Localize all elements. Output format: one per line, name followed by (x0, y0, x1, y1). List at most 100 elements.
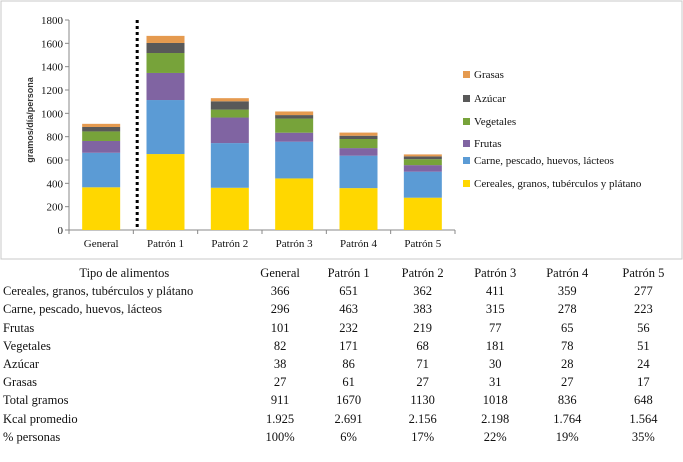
table-header-cell: Patrón 1 (327, 266, 370, 281)
y-tick-label: 800 (47, 132, 64, 144)
table-cell: 911 (270, 393, 290, 408)
row-label: Grasas (3, 375, 38, 390)
y-tick-label: 400 (47, 178, 64, 190)
legend-swatch (463, 95, 470, 102)
y-tick-label: 200 (47, 202, 64, 214)
y-tick-label: 1400 (41, 62, 64, 74)
row-label: Cereales, granos, tubérculos y plátano (3, 284, 194, 299)
table-cell: 366 (270, 284, 290, 299)
table-cell: 17 (637, 375, 650, 390)
bar-segment (403, 156, 442, 160)
legend-swatch (463, 140, 470, 147)
bar-segment (275, 118, 314, 133)
bar-segment (403, 171, 442, 198)
legend-label: Azúcar (474, 93, 506, 105)
table-cell: 315 (485, 302, 505, 317)
table-cell: 65 (561, 320, 574, 335)
x-tick-label: Patrón 5 (404, 238, 441, 250)
x-tick-label: Patrón 1 (147, 238, 184, 250)
bar-segment (403, 165, 442, 172)
bar-segment (146, 53, 185, 73)
bar-segment (403, 197, 442, 230)
table-cell: 35% (631, 429, 655, 444)
table-row: Vegetales 82 171 68 181 78 51 (0, 337, 683, 355)
table-cell: 82 (273, 338, 287, 353)
table-cell: 17% (411, 429, 435, 444)
y-tick-label: 600 (47, 155, 64, 167)
row-label: Azúcar (3, 357, 40, 372)
bar-segment (210, 109, 249, 118)
y-tick-label: 1600 (41, 38, 64, 50)
stacked-bar-chart: 0 200 400 600 800 1000 1200 1400 1600 1800 General… (0, 0, 683, 260)
table-cell: 278 (557, 302, 577, 317)
bar-segment (403, 154, 442, 157)
bar-segment (403, 159, 442, 166)
bar-segment (146, 35, 185, 43)
table-cell: 27 (273, 375, 287, 390)
table-cell: 24 (637, 357, 650, 372)
row-label: Kcal promedio (3, 411, 78, 426)
bar-segment (210, 101, 249, 110)
table-header-cell: Patrón 4 (546, 266, 589, 281)
table-cell: 51 (637, 338, 650, 353)
food-data-table: Tipo de alimentos General Patrón 1 Patrón 2… (0, 264, 683, 446)
table-cell: 22% (483, 429, 507, 444)
y-tick-label: 1200 (41, 85, 64, 97)
table-cell: 100% (265, 429, 295, 444)
bar-segment (339, 188, 378, 230)
y-tick-label: 1800 (41, 15, 64, 27)
table-cell: 1018 (482, 393, 508, 408)
bar-segment (146, 72, 185, 101)
table-header-cell: Patrón 2 (401, 266, 444, 281)
legend-swatch (463, 157, 470, 164)
row-label: Vegetales (3, 338, 51, 353)
x-tick-label: General (84, 238, 119, 250)
table-cell: 2.156 (408, 411, 437, 426)
table-cell: 277 (634, 284, 653, 299)
bar-segment (339, 135, 378, 139)
table-cell: 31 (488, 375, 502, 390)
table-row: Frutas 101 232 219 77 65 56 (0, 319, 683, 337)
table-cell: 77 (488, 320, 502, 335)
x-tick-label: Patrón 4 (340, 238, 377, 250)
bar-segment (339, 155, 378, 189)
bar-segment (275, 141, 314, 179)
y-tick-label: 0 (58, 225, 64, 237)
legend-label: Frutas (474, 138, 502, 150)
table-cell: 171 (339, 338, 358, 353)
table-cell: 232 (339, 320, 358, 335)
bar-segment (82, 187, 121, 230)
table-cell: 359 (557, 284, 577, 299)
bar-segment (210, 187, 249, 230)
table-row: Kcal promedio 1.925 2.691 2.156 2.198 1.764 1.… (0, 410, 683, 428)
table-cell: 223 (634, 302, 653, 317)
y-tick-label: 1000 (41, 108, 64, 120)
row-label: Frutas (3, 320, 35, 335)
bar-segment (339, 132, 378, 136)
table-row: Azúcar 38 86 71 30 28 24 (0, 355, 683, 373)
bar-segment (146, 154, 185, 230)
table-cell: 1670 (336, 393, 362, 408)
table-cell: 181 (485, 338, 505, 353)
table-cell: 27 (416, 375, 429, 390)
table-header-cell: General (260, 266, 300, 281)
chart-svg: 0 200 400 600 800 1000 1200 1400 1600 1800 General… (0, 0, 683, 260)
table-cell: 68 (416, 338, 429, 353)
table-cell: 38 (273, 357, 287, 372)
bar-segment (82, 140, 121, 153)
table-cell: 383 (413, 302, 433, 317)
legend-label: Vegetales (474, 116, 516, 128)
table-cell: 219 (413, 320, 433, 335)
table-cell: 61 (342, 375, 355, 390)
table-cell: 1.764 (553, 411, 582, 426)
table-cell: 1.564 (629, 411, 658, 426)
table-header-row: Tipo de alimentos General Patrón 1 Patrón 2… (0, 264, 683, 282)
table-cell: 1130 (410, 393, 435, 408)
bar-segment (82, 123, 121, 127)
table-cell: 27 (561, 375, 574, 390)
table-cell: 362 (413, 284, 433, 299)
x-tick-label: Patrón 3 (276, 238, 313, 250)
table-cell: 2.198 (481, 411, 510, 426)
legend-label: Cereales, granos, tubérculos y plátano (474, 178, 642, 190)
legend-swatch (463, 118, 470, 125)
